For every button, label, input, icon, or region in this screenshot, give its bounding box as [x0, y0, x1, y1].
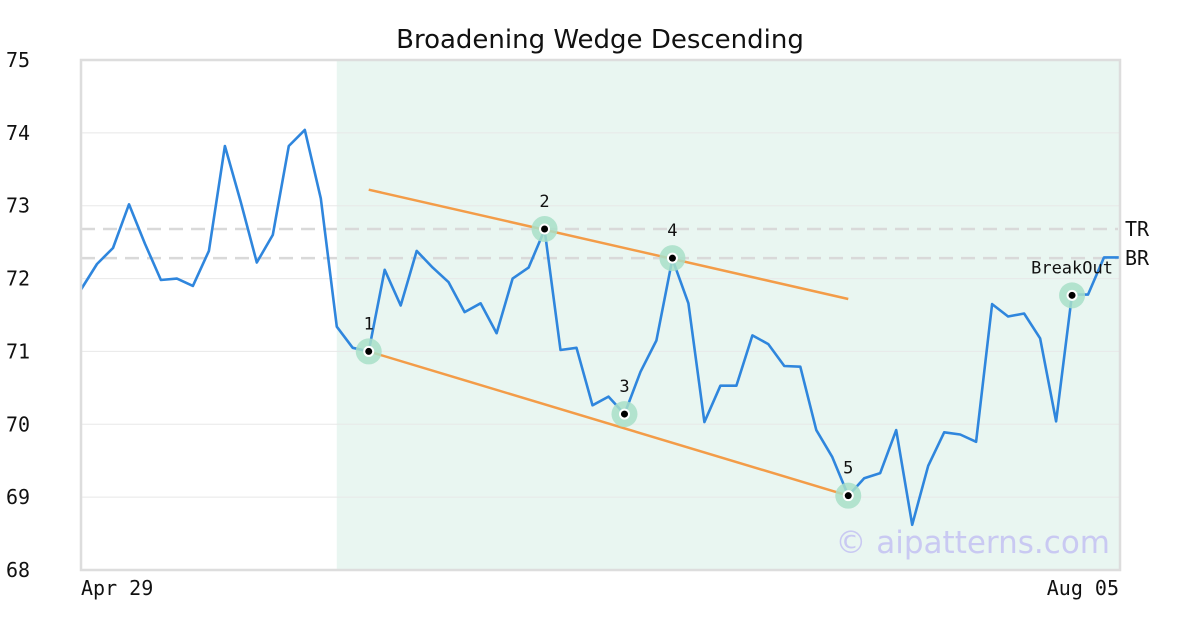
reference-label-tr: TR [1125, 217, 1150, 241]
chart-title: Broadening Wedge Descending [396, 25, 804, 55]
pattern-point-breakout [1068, 291, 1076, 299]
y-tick-label: 74 [6, 121, 30, 145]
watermark: © aipatterns.com [835, 525, 1110, 561]
lower-trendline [368, 350, 849, 497]
pattern-point-4 [668, 254, 676, 262]
y-tick-label: 75 [6, 48, 30, 72]
plot-frame [79, 58, 1122, 572]
pattern-point-2 [541, 225, 549, 233]
y-tick-label: 69 [6, 485, 30, 509]
y-tick-label: 68 [6, 558, 30, 582]
pattern-point-label-2: 2 [539, 192, 549, 212]
reference-label-br: BR [1125, 246, 1150, 270]
pattern-region-shade [336, 60, 1120, 570]
pattern-point-5 [844, 492, 852, 500]
x-tick-start: Apr 29 [81, 576, 153, 600]
y-tick-label: 71 [6, 339, 30, 363]
pattern-point-label-3: 3 [619, 377, 629, 397]
pattern-point-1 [365, 347, 373, 355]
pattern-point-label-4: 4 [667, 221, 677, 241]
y-tick-label: 72 [6, 267, 30, 291]
pattern-point-label-5: 5 [843, 459, 853, 479]
pattern-point-3 [620, 410, 628, 418]
pattern-point-label-1: 1 [364, 314, 374, 334]
y-tick-label: 70 [6, 412, 30, 436]
x-tick-end: Aug 05 [1047, 576, 1119, 600]
price-line [79, 128, 1120, 527]
upper-trendline [368, 188, 849, 301]
y-tick-label: 73 [6, 194, 30, 218]
pattern-point-label-breakout: BreakOut [1031, 258, 1113, 278]
